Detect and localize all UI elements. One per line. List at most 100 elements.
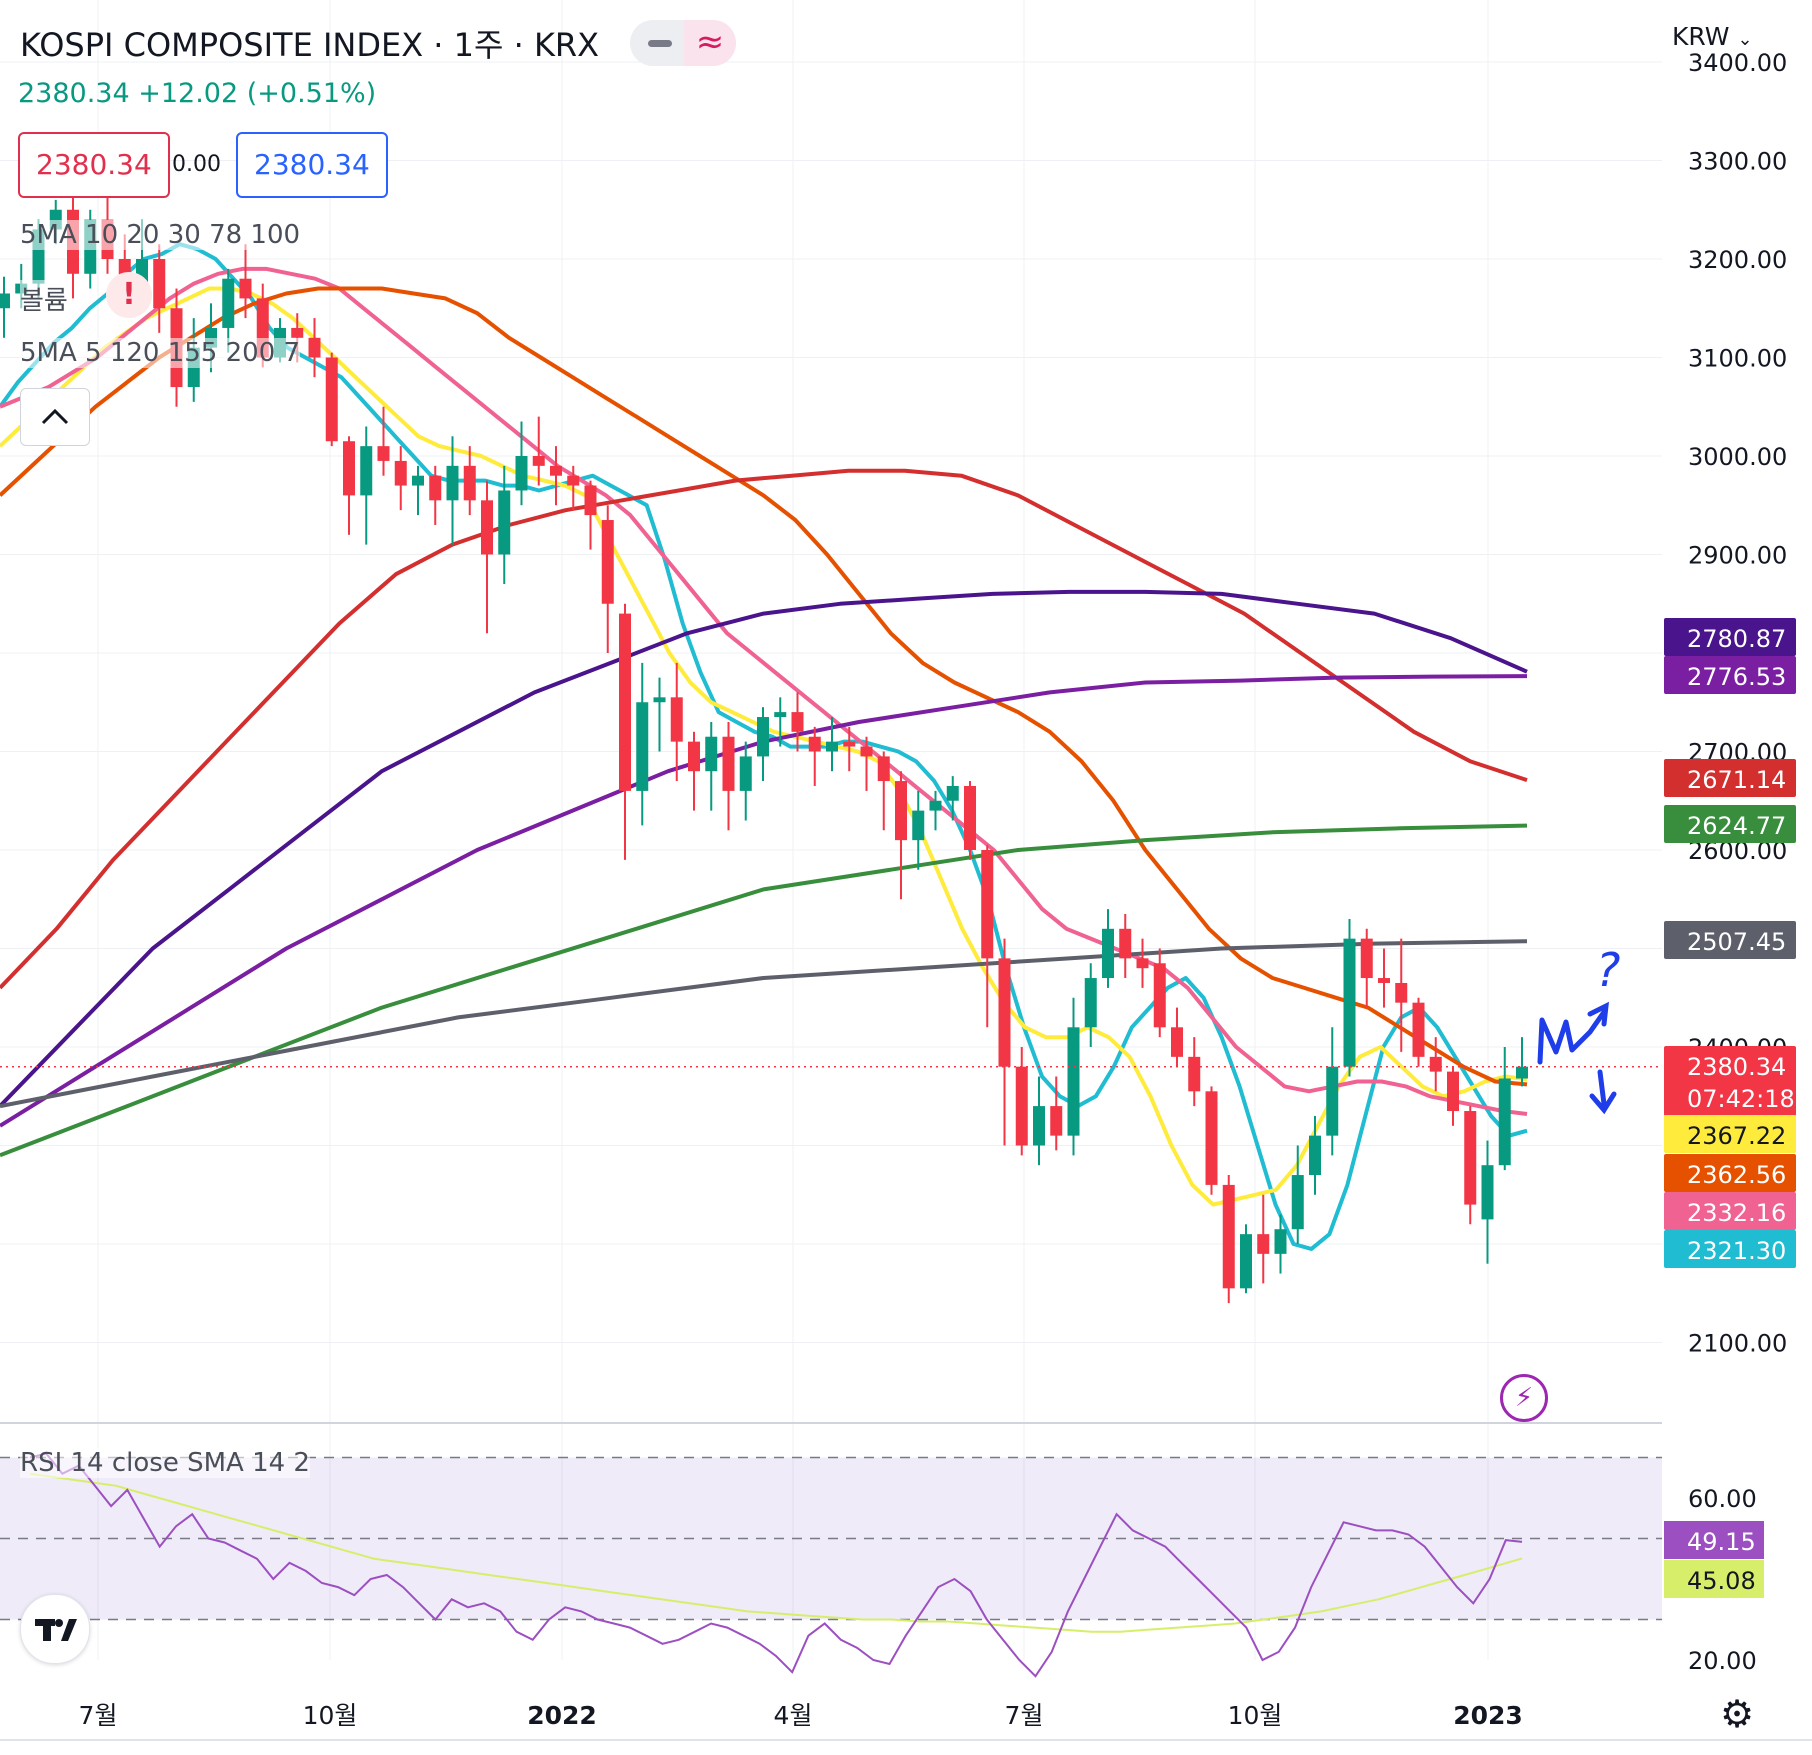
candle-body	[757, 717, 769, 757]
line-style-icon[interactable]	[648, 40, 672, 47]
candle-body	[688, 741, 700, 772]
rsi-badge-label: 45.08	[1687, 1567, 1756, 1595]
candle-body	[463, 465, 476, 501]
time-tick-label: 7월	[79, 1701, 118, 1730]
candle-body	[515, 456, 528, 491]
candle-body	[550, 465, 562, 476]
price-badge	[1664, 618, 1796, 656]
candle-body	[877, 756, 890, 782]
price-tick-label: 2100.00	[1688, 1330, 1787, 1358]
symbol-title[interactable]: KOSPI COMPOSITE INDEX · 1주 · KRX	[20, 26, 600, 64]
legend-ma-group-1[interactable]: 5MA 10 20 30 78 100	[20, 220, 301, 250]
candle-body	[0, 293, 10, 309]
moving-average-line	[0, 939, 1528, 1109]
price-badge-label: 2507.45	[1687, 928, 1786, 956]
candle-body	[705, 736, 718, 772]
candle-body	[1171, 1027, 1183, 1057]
candle-body	[1464, 1111, 1477, 1205]
candle-body	[1395, 982, 1408, 1003]
candle-body	[153, 259, 166, 309]
candle-body	[1033, 1106, 1045, 1146]
tradingview-logo-icon[interactable]	[20, 1594, 90, 1664]
candle-body	[964, 785, 976, 850]
candle-body	[222, 278, 235, 328]
time-tick-label: 2022	[527, 1701, 597, 1730]
last-price: 2380.34	[18, 78, 130, 109]
rsi-tick-label: 20.00	[1688, 1647, 1757, 1675]
candle-body	[601, 520, 614, 604]
candle-body	[929, 800, 942, 811]
price-badge	[1664, 1154, 1796, 1192]
candle-body	[843, 741, 856, 747]
candle-body	[1498, 1078, 1511, 1166]
candle-body	[912, 810, 925, 841]
rsi-badge	[1664, 1521, 1764, 1559]
rsi-tick-label: 60.00	[1688, 1485, 1757, 1513]
price-badge	[1664, 759, 1796, 797]
price-badge-label: 2367.22	[1687, 1122, 1786, 1150]
candle-body	[412, 475, 424, 486]
candle-body	[567, 475, 580, 486]
price-badge-label: 2332.16	[1687, 1199, 1786, 1227]
collapse-legend-button[interactable]	[20, 388, 90, 446]
price-badge-label: 2624.77	[1687, 812, 1786, 840]
price-change: +12.02 (+0.51%)	[138, 78, 377, 109]
chevron-up-icon	[41, 408, 69, 425]
candle-body	[895, 781, 907, 841]
moving-average-line	[0, 823, 1528, 1158]
chart-style-toggle[interactable]: ≈	[630, 20, 736, 66]
legend-volume[interactable]: 볼륨	[20, 280, 68, 317]
time-tick-label: 10월	[303, 1701, 358, 1730]
price-axis[interactable]: 3400.00 3300.00 3200.00 3100.00 3000.00 2900.…	[1664, 49, 1796, 1675]
settings-gear-icon[interactable]: ⚙	[1720, 1692, 1755, 1736]
price-badge	[1664, 1046, 1796, 1084]
candle-body	[619, 613, 631, 791]
annotation-question-mark: ?	[1596, 943, 1620, 997]
currency-label: KRW	[1672, 22, 1730, 51]
candle-body	[636, 702, 649, 791]
moving-average-line	[0, 286, 1528, 1087]
sell-price-button[interactable]: 2380.34	[18, 132, 170, 198]
price-badge	[1664, 656, 1796, 694]
candle-body	[739, 756, 752, 791]
candle-body	[808, 736, 821, 752]
candle-body	[1291, 1175, 1304, 1230]
wave-style-icon[interactable]: ≈	[684, 20, 736, 66]
warning-icon[interactable]: !	[106, 272, 152, 318]
candle-body	[1378, 978, 1390, 983]
candle-body	[1343, 938, 1356, 1067]
lightning-icon[interactable]: ⚡	[1500, 1374, 1548, 1422]
candle-body	[308, 337, 321, 358]
candle-body	[1222, 1184, 1235, 1289]
candle-body	[670, 697, 683, 742]
legend-rsi[interactable]: RSI 14 close SMA 14 2	[20, 1448, 310, 1478]
rsi-badge-label: 49.15	[1687, 1528, 1756, 1556]
chevron-down-icon: ⌄	[1737, 29, 1753, 50]
time-axis[interactable]: 7월 10월 2022 4월 7월 10월 2023	[0, 1701, 1812, 1741]
legend-ma-group-2[interactable]: 5MA 5 120 155 200 7	[20, 338, 301, 368]
rsi-pane[interactable]	[0, 1422, 1662, 1678]
candle-body	[1257, 1234, 1270, 1254]
candle-body	[1136, 958, 1149, 969]
price-badge-label: 2776.53	[1687, 663, 1786, 691]
candle-body	[1119, 928, 1132, 959]
candle-body	[722, 736, 735, 791]
rsi-sma-line	[29, 1472, 1523, 1633]
price-badge-label: 2380.34	[1687, 1053, 1786, 1081]
candle-body	[498, 490, 511, 555]
annotation-arrowhead-down	[1589, 1091, 1617, 1115]
buy-price-button[interactable]: 2380.34	[236, 132, 388, 198]
currency-selector[interactable]: KRW ⌄	[1672, 22, 1753, 51]
candle-body	[860, 746, 873, 757]
candle-body	[1205, 1091, 1218, 1185]
annotation-arrowhead-up	[1587, 1001, 1609, 1027]
candle-body	[1326, 1066, 1339, 1136]
candle-body	[791, 712, 804, 732]
candle-body	[377, 446, 390, 461]
candle-body	[1481, 1165, 1494, 1220]
candle-body	[1447, 1071, 1459, 1112]
price-badge	[1664, 1115, 1796, 1153]
price-quote: 2380.34 +12.02 (+0.51%)	[18, 78, 376, 109]
candle-body	[291, 327, 304, 338]
